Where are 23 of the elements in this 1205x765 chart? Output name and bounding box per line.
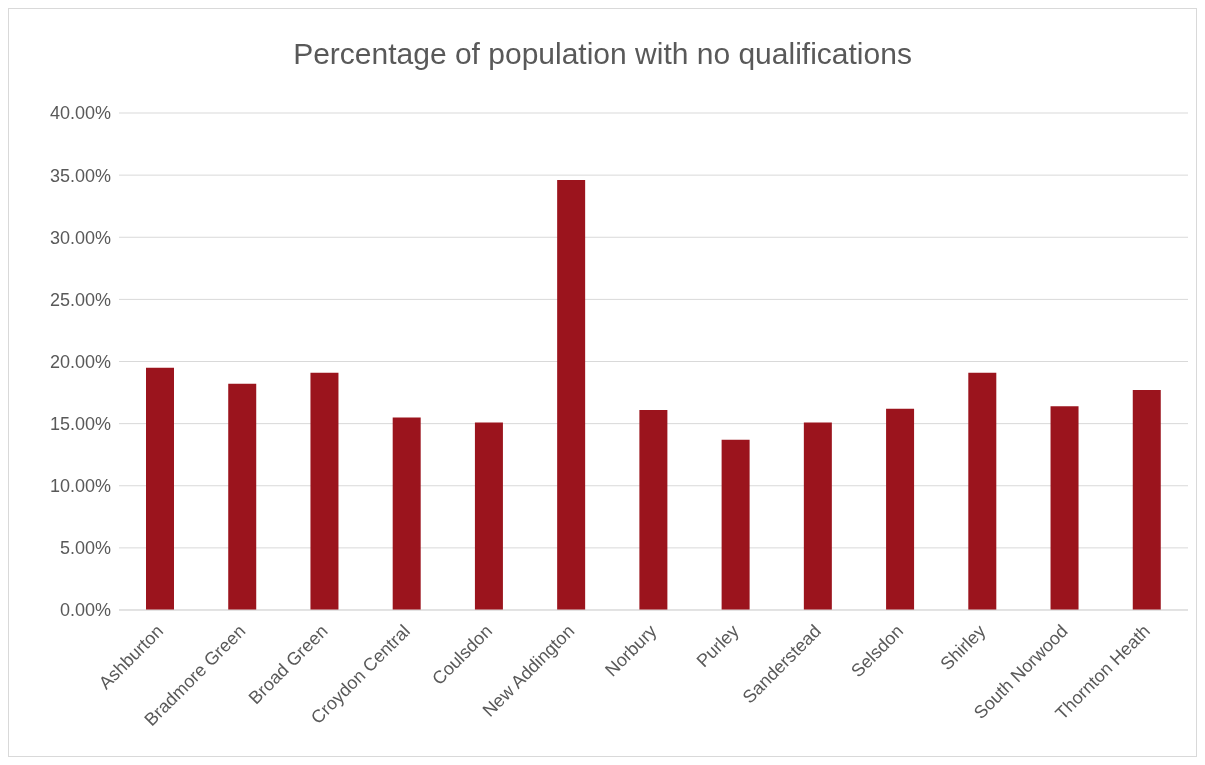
y-tick-label: 30.00% [49,227,111,248]
y-tick-label: 35.00% [49,165,111,186]
bar [557,180,586,610]
bar [803,422,832,610]
bar [474,422,503,610]
bar [310,372,339,610]
chart-title: Percentage of population with no qualifications [292,36,913,71]
bar [1050,406,1079,610]
bar [1132,390,1161,610]
bar [639,409,668,610]
bar [228,383,257,610]
bar [886,408,915,610]
bar [392,417,421,610]
bar [721,439,750,610]
y-tick-label: 25.00% [49,289,111,310]
y-tick-label: 20.00% [49,351,111,372]
y-tick-label: 15.00% [49,414,111,435]
bar [146,367,174,610]
y-tick-label: 10.00% [49,476,111,497]
y-tick-label: 5.00% [59,538,111,559]
y-tick-label: 40.00% [49,103,111,124]
bar [968,372,997,610]
y-tick-label: 0.00% [59,600,111,621]
